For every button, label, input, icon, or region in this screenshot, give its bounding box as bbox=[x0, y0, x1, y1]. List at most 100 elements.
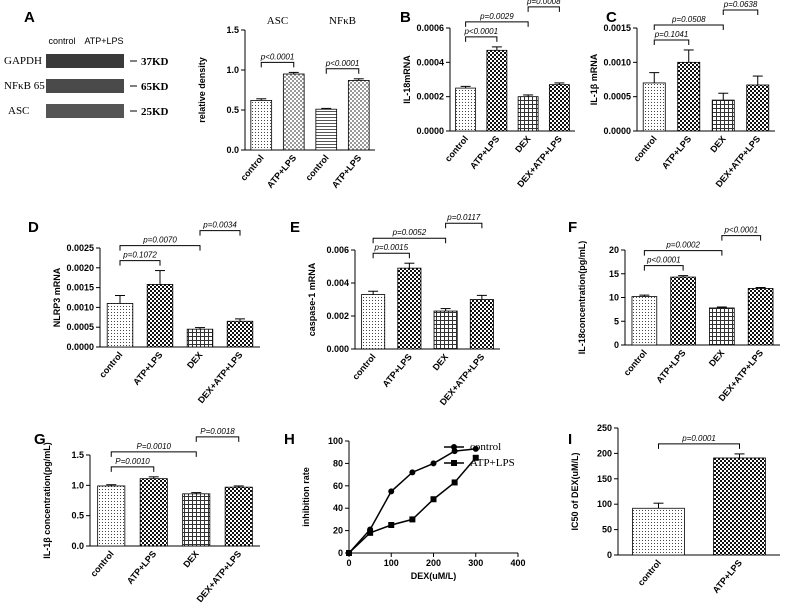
bar bbox=[186, 328, 214, 348]
p-value: p=0.0070 bbox=[142, 236, 177, 245]
y-tick-label: 0.0025 bbox=[66, 243, 94, 253]
y-tick-label: 0.0015 bbox=[603, 23, 631, 33]
bar bbox=[347, 80, 370, 151]
panel-letter: H bbox=[284, 431, 295, 448]
marker bbox=[409, 516, 416, 523]
y-tick-label: 250 bbox=[597, 423, 612, 433]
significance-bracket bbox=[372, 237, 447, 244]
y-tick-label: 0.004 bbox=[326, 278, 349, 288]
p-value: P=0.0010 bbox=[137, 442, 172, 451]
x-tick-label: control bbox=[304, 153, 331, 183]
x-tick-label: 300 bbox=[468, 558, 483, 568]
x-tick-label: 400 bbox=[510, 558, 525, 568]
y-axis-label: NLRP3 mRNA bbox=[52, 267, 62, 327]
p-value: p<0.0001 bbox=[463, 27, 498, 36]
x-tick-label: ATP+LPS bbox=[380, 352, 413, 389]
legend-label: ATP+LPS bbox=[470, 457, 515, 469]
legend-marker bbox=[451, 444, 457, 450]
x-tick-label: ATP+LPS bbox=[654, 348, 687, 385]
blot-size-label: 37KD bbox=[141, 56, 169, 68]
panel-letter: G bbox=[34, 431, 46, 448]
y-tick-label: 20 bbox=[333, 526, 343, 536]
bar bbox=[361, 294, 386, 350]
significance-bracket bbox=[721, 235, 762, 241]
p-value: p=0.1072 bbox=[122, 251, 157, 260]
blot-size-label: 25KD bbox=[141, 106, 169, 118]
y-tick-label: 0.002 bbox=[326, 311, 349, 321]
p-value: p=0.1041 bbox=[654, 30, 689, 39]
significance-bracket bbox=[465, 21, 529, 27]
x-tick-label: ATP+LPS bbox=[660, 134, 693, 171]
blot-row-label: GAPDH bbox=[4, 55, 42, 67]
y-tick-label: 0.5 bbox=[226, 105, 239, 115]
bar bbox=[433, 310, 458, 350]
y-tick-label: 0.0006 bbox=[416, 23, 444, 33]
x-tick-label: control bbox=[443, 134, 470, 164]
bar bbox=[747, 288, 774, 346]
bar bbox=[709, 307, 735, 346]
y-tick-label: 0.0005 bbox=[66, 322, 94, 332]
blot-column-label: ATP+LPS bbox=[84, 36, 123, 46]
x-tick-label: DEX bbox=[185, 350, 205, 371]
y-tick-label: 100 bbox=[328, 436, 343, 446]
significance-bracket bbox=[722, 9, 759, 15]
x-tick-label: DEX+ATP+LPS bbox=[196, 350, 245, 405]
y-tick-label: 0.0010 bbox=[603, 57, 631, 67]
panel-letter: E bbox=[290, 219, 300, 236]
marker bbox=[409, 469, 416, 476]
significance-bracket bbox=[325, 68, 360, 74]
significance-bracket bbox=[260, 61, 295, 68]
bar bbox=[106, 303, 134, 348]
p-value: p=0.0015 bbox=[373, 243, 408, 252]
p-value: p=0.0052 bbox=[392, 228, 427, 237]
marker bbox=[388, 522, 395, 528]
x-tick-label: ATP+LPS bbox=[265, 153, 298, 190]
blot-band bbox=[46, 104, 124, 118]
y-tick-label: 80 bbox=[333, 458, 343, 468]
bar bbox=[469, 299, 494, 350]
y-tick-label: 0 bbox=[338, 548, 343, 558]
significance-bracket bbox=[465, 36, 498, 42]
y-tick-label: 0.0015 bbox=[66, 283, 94, 293]
y-tick-label: 0.0 bbox=[71, 541, 84, 551]
y-tick-label: 150 bbox=[597, 474, 612, 484]
p-value: P=0.0010 bbox=[115, 457, 150, 466]
p-value: p=0.0002 bbox=[665, 241, 700, 250]
x-tick-label: DEX+ATP+LPS bbox=[195, 549, 244, 604]
bar bbox=[455, 87, 477, 132]
marker bbox=[430, 460, 437, 467]
y-axis-label: IL-18mRNA bbox=[402, 55, 412, 104]
p-value: p=0.0001 bbox=[681, 434, 716, 443]
p-value: p=0.0117 bbox=[446, 213, 481, 222]
significance-bracket bbox=[372, 252, 410, 259]
p-value: p=0.0508 bbox=[671, 15, 706, 24]
x-tick-label: DEX bbox=[708, 134, 728, 155]
y-tick-label: 1.0 bbox=[226, 65, 239, 75]
blot-column-label: control bbox=[48, 36, 75, 46]
significance-bracket bbox=[195, 436, 240, 442]
bar bbox=[632, 507, 685, 556]
x-tick-label: DEX bbox=[513, 134, 533, 155]
y-tick-label: 0.0010 bbox=[66, 302, 94, 312]
significance-bracket bbox=[527, 6, 560, 12]
y-tick-label: 1.5 bbox=[226, 25, 239, 35]
p-value: p=0.0008 bbox=[526, 0, 561, 6]
bar bbox=[226, 320, 254, 348]
bar bbox=[282, 73, 305, 151]
p-value: p<0.0001 bbox=[646, 256, 681, 265]
legend-marker bbox=[451, 460, 457, 466]
marker bbox=[472, 454, 479, 461]
x-tick-label: ATP+LPS bbox=[468, 134, 501, 171]
bar bbox=[631, 296, 658, 346]
significance-bracket bbox=[119, 245, 201, 251]
p-value: p=0.0029 bbox=[479, 12, 514, 21]
y-tick-label: 40 bbox=[333, 503, 343, 513]
bar bbox=[670, 276, 696, 346]
bar bbox=[517, 96, 539, 132]
bar bbox=[97, 485, 126, 547]
marker bbox=[367, 529, 374, 536]
significance-bracket bbox=[110, 451, 197, 457]
blot-band bbox=[46, 54, 124, 68]
marker bbox=[451, 479, 458, 486]
